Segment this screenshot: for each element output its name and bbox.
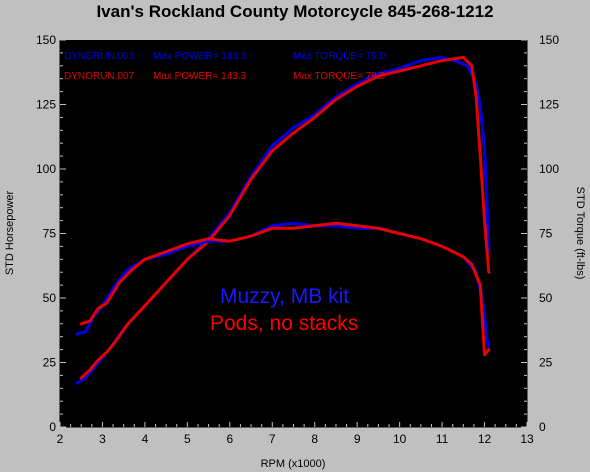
x-tick-label: 2 bbox=[57, 432, 64, 446]
x-tick-label: 12 bbox=[478, 432, 492, 446]
x-tick-label: 4 bbox=[142, 432, 149, 446]
x-tick-label: 3 bbox=[99, 432, 106, 446]
legend-run-1-power: Max POWER= 143.3 bbox=[153, 51, 247, 62]
x-tick-label: 5 bbox=[184, 432, 191, 446]
y-tick-label-left: 50 bbox=[43, 291, 57, 305]
y-tick-label-right: 0 bbox=[539, 420, 546, 434]
legend-run-1-torque: Max TORQUE= 79.0 bbox=[293, 51, 386, 62]
x-tick-label: 6 bbox=[226, 432, 233, 446]
chart-title: Ivan's Rockland County Motorcycle 845-26… bbox=[96, 2, 494, 21]
annotation-pods: Pods, no stacks bbox=[210, 312, 358, 335]
y-tick-label-right: 50 bbox=[539, 291, 553, 305]
y-tick-label-left: 125 bbox=[36, 98, 56, 112]
x-tick-label: 8 bbox=[311, 432, 318, 446]
y-tick-label-right: 75 bbox=[539, 227, 553, 241]
x-tick-label: 11 bbox=[436, 432, 449, 446]
legend-run-2-name: DYNORUN.007 bbox=[64, 71, 134, 82]
x-tick-label: 13 bbox=[520, 432, 534, 446]
x-tick-label: 7 bbox=[269, 432, 276, 446]
y-tick-label-left: 150 bbox=[36, 33, 56, 47]
dynorun-007-power-line bbox=[79, 55, 491, 380]
y-tick-label-left: 75 bbox=[43, 227, 57, 241]
plot-area bbox=[60, 40, 527, 427]
y-axis-label-right: STD Torque (ft-lbs) bbox=[574, 187, 586, 280]
y-tick-label-left: 0 bbox=[49, 420, 56, 434]
y-tick-label-right: 100 bbox=[539, 162, 559, 176]
y-tick-label-left: 25 bbox=[43, 356, 57, 370]
y-tick-label-right: 25 bbox=[539, 356, 553, 370]
y-tick-label-right: 125 bbox=[539, 98, 559, 112]
annotation-muzzy: Muzzy, MB kit bbox=[220, 285, 349, 308]
y-axis-label-left: STD Horsepower bbox=[4, 190, 16, 275]
legend-run-2-torque: Max TORQUE= 79.0 bbox=[293, 71, 386, 82]
y-tick-label-left: 100 bbox=[36, 162, 56, 176]
x-axis-label: RPM (x1000) bbox=[261, 458, 326, 470]
dynorun-007-torque-line bbox=[79, 221, 491, 357]
legend-run-1-name: DYNORUN.003 bbox=[64, 51, 134, 62]
x-tick-label: 9 bbox=[354, 432, 361, 446]
x-tick-label: 10 bbox=[393, 432, 407, 446]
legend-run-2-power: Max POWER= 143.3 bbox=[153, 71, 247, 82]
y-tick-label-right: 150 bbox=[539, 33, 559, 47]
